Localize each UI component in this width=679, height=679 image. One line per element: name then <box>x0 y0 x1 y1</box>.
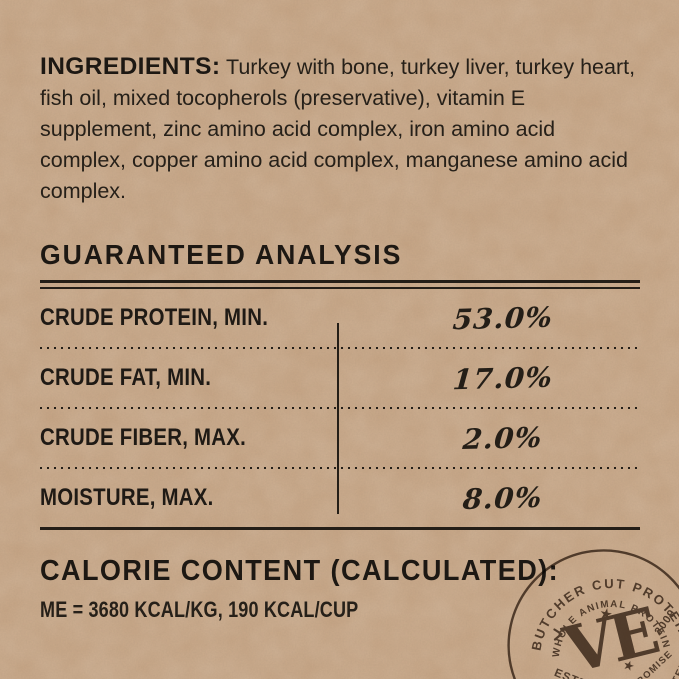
row-value: 17.0% <box>451 360 554 396</box>
calorie-content-detail: ME = 3680 KCAL/KG, 190 KCAL/CUP <box>40 596 359 622</box>
star-icon: ★ <box>598 605 615 624</box>
table-row-crude-fiber: CRUDE FIBER, MAX. 2.0% <box>40 409 640 467</box>
calorie-content-heading: CALORIE CONTENT (CALCULATED): <box>40 554 560 587</box>
table-row-crude-fat: CRUDE FAT, MIN. 17.0% <box>40 349 640 407</box>
brand-stamp: BUTCHER CUT PROTEIN WHOLE ANIMAL PROTEIN… <box>507 549 679 679</box>
ingredients-heading: INGREDIENTS: <box>40 53 221 80</box>
stamp-ring-arc <box>507 549 679 679</box>
star-icon: ★ <box>621 657 637 675</box>
row-label: CRUDE FAT, MIN. <box>40 364 212 391</box>
guaranteed-analysis-heading: GUARANTEED ANALYSIS <box>40 239 403 270</box>
row-label: CRUDE FIBER, MAX. <box>40 424 247 451</box>
ingredients-text: Turkey with bone, turkey liver, turkey h… <box>40 55 636 203</box>
stamp-established-text: ESTD. <box>552 667 593 679</box>
label-content: INGREDIENTS: Turkey with bone, turkey li… <box>40 0 640 623</box>
table-bottom-rule <box>40 527 640 530</box>
row-value: 53.0% <box>451 300 554 336</box>
table-row-crude-protein: CRUDE PROTEIN, MIN. 53.0% <box>40 289 640 347</box>
double-rule <box>40 280 640 289</box>
row-value: 2.0% <box>461 420 544 456</box>
column-divider-line <box>337 323 339 514</box>
dotted-separator <box>40 467 640 469</box>
dotted-separator <box>40 347 640 349</box>
row-label: CRUDE PROTEIN, MIN. <box>40 304 269 331</box>
table-row-moisture: MOISTURE, MAX. 8.0% <box>40 469 640 527</box>
guaranteed-analysis-table: CRUDE PROTEIN, MIN. 53.0% CRUDE FAT, MIN… <box>40 289 640 530</box>
stamp-chevron-inner <box>553 628 563 641</box>
ingredients-paragraph: INGREDIENTS: Turkey with bone, turkey li… <box>40 51 640 207</box>
row-label: MOISTURE, MAX. <box>40 484 214 511</box>
dotted-separator <box>40 407 640 409</box>
